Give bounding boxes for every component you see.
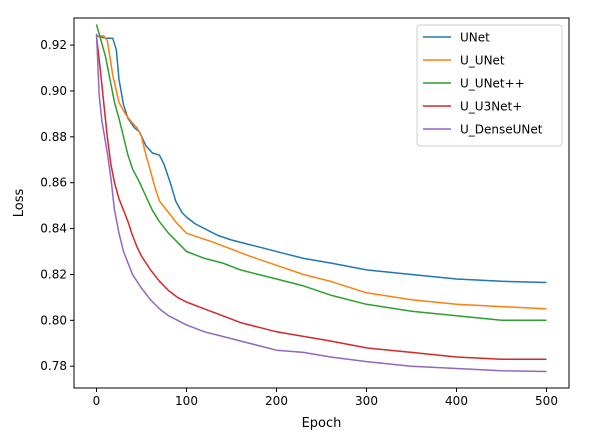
- series-layer: [95, 24, 547, 373]
- y-tick-label: 0.86: [40, 176, 67, 190]
- x-tick-label: 200: [265, 394, 288, 408]
- legend-label: U_DenseUNet: [460, 123, 543, 137]
- y-tick-label: 0.88: [40, 130, 67, 144]
- legend: UNet U_UNet U_UNet++ U_U3Net+ U_DenseUNet: [416, 24, 563, 147]
- legend-label: U_UNet: [460, 54, 505, 68]
- y-tick-label: 0.82: [40, 267, 67, 281]
- plot-frame: [73, 17, 570, 389]
- y-tick-label: 0.78: [40, 359, 67, 373]
- legend-label: U_UNet++: [460, 77, 525, 91]
- series-line-3: [95, 35, 547, 361]
- series-line-4: [95, 33, 547, 373]
- series-line-0: [96, 35, 547, 284]
- x-tick-label: 400: [445, 394, 468, 408]
- series-line-2: [95, 24, 547, 322]
- x-axis-label: Epoch: [302, 416, 342, 431]
- x-tick-label: 300: [355, 394, 378, 408]
- x-tick-label: 100: [175, 394, 198, 408]
- x-axis: 0 100 200 300 400 500: [93, 388, 558, 408]
- series-line-1: [96, 35, 547, 310]
- x-tick-label: 500: [535, 394, 558, 408]
- legend-label: U_U3Net+: [460, 100, 522, 114]
- legend-label: UNet: [460, 31, 490, 45]
- y-tick-label: 0.84: [40, 222, 67, 236]
- y-tick-label: 0.92: [40, 38, 67, 52]
- y-tick-label: 0.90: [40, 84, 67, 98]
- y-axis-label: Loss: [12, 189, 27, 218]
- legend-box: [416, 24, 563, 147]
- x-tick-label: 0: [93, 394, 101, 408]
- y-axis: 0.78 0.80 0.82 0.84 0.86 0.88 0.90 0.92: [40, 38, 74, 373]
- y-tick-label: 0.80: [40, 313, 67, 327]
